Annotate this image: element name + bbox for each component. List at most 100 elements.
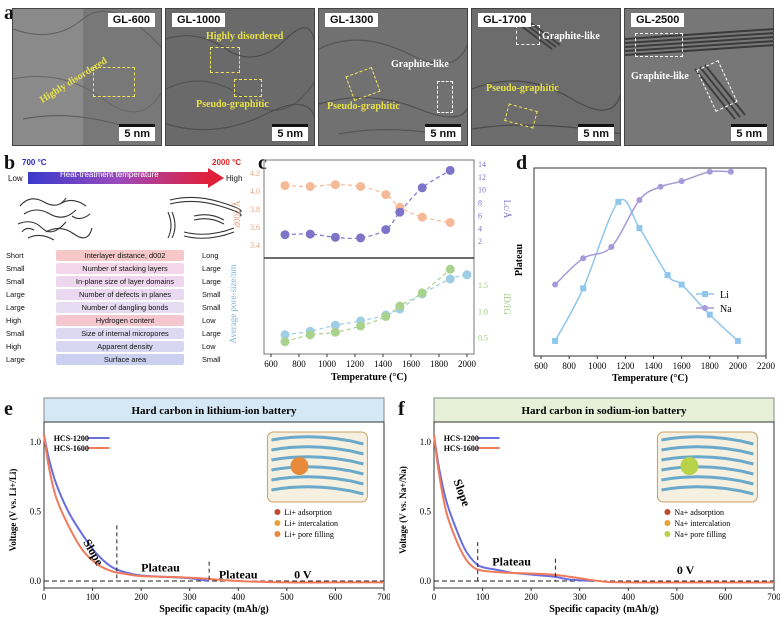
data-point xyxy=(462,270,472,280)
x-axis-label: Temperature (°C) xyxy=(331,372,407,383)
tem-title: GL-1300 xyxy=(325,13,379,27)
high-value: Small xyxy=(202,303,221,312)
structure-illustration xyxy=(656,431,758,503)
x-tick-label: 1000 xyxy=(318,359,337,369)
data-point-d002 xyxy=(381,190,391,200)
y-tick-label: 1.0 xyxy=(420,437,432,447)
tem-image-gl1000: GL-1000 Highly disordered Pseudo-graphit… xyxy=(165,8,315,146)
series-line-HCS-1600 xyxy=(43,434,384,584)
property-row: High Apparent density Low xyxy=(6,341,252,354)
property-row: High Hydrogen content Low xyxy=(6,315,252,328)
data-point-Lc xyxy=(280,230,290,240)
panel-label-a: a xyxy=(4,2,14,24)
x-tick-label: 1600 xyxy=(402,359,421,369)
highlight-box xyxy=(516,25,540,45)
property-bar xyxy=(56,263,184,274)
property-name: Number of stacking layers xyxy=(82,264,168,273)
panel-label-b: b xyxy=(4,152,16,174)
graphene-layer xyxy=(271,455,364,466)
y-tick-label: 0.0 xyxy=(30,576,42,586)
low-value: Large xyxy=(6,355,25,364)
series-line-Li xyxy=(554,198,739,342)
x-tick-label: 1800 xyxy=(701,361,720,371)
property-name: Hydrogen content xyxy=(95,316,155,325)
property-name: Apparent density xyxy=(97,342,153,351)
tem-annotation: Graphite-like xyxy=(391,59,449,70)
tem-annotation: Highly disordered xyxy=(206,31,284,42)
legend-dot-label: Li+ pore filling xyxy=(284,530,333,539)
series-line xyxy=(284,274,468,336)
low-value: High xyxy=(6,342,22,351)
x-tick-label: 300 xyxy=(573,592,587,602)
y-right-tick-label: 0.5 xyxy=(478,334,488,343)
y-left-tick-label: 4.0 xyxy=(250,187,260,196)
x-tick-label: 2000 xyxy=(458,359,477,369)
y-right-tick-label: 1.5 xyxy=(478,281,488,290)
high-value: Long xyxy=(202,251,219,260)
data-point xyxy=(445,264,455,274)
x-tick-label: 1400 xyxy=(374,359,393,369)
annotation-zero-volt: 0 V xyxy=(677,563,695,577)
x-axis-label: Temperature (°C) xyxy=(612,373,688,384)
series-line-Lc xyxy=(284,169,451,240)
data-point xyxy=(330,327,340,337)
x-tick-label: 2000 xyxy=(729,361,748,371)
low-value: Small xyxy=(6,277,25,286)
data-point xyxy=(280,330,290,340)
plot-frame xyxy=(533,167,767,357)
legend-dot xyxy=(274,509,281,515)
y-right-tick-label: 10 xyxy=(478,186,486,195)
data-point-Li xyxy=(636,225,643,232)
y-tick-label: 0.5 xyxy=(30,506,42,516)
highlight-box xyxy=(234,79,262,97)
panel-label-c: c xyxy=(258,152,267,174)
x-tick-label: 1200 xyxy=(346,359,365,369)
highlight-box xyxy=(437,81,453,113)
high-value: Small xyxy=(202,290,221,299)
x-tick-label: 600 xyxy=(329,592,343,602)
y-left-axis-label: Average pore-size/nm xyxy=(228,264,238,343)
graphene-layer xyxy=(661,455,754,466)
property-bar xyxy=(56,354,184,365)
x-tick-label: 700 xyxy=(767,592,780,602)
panel-label-f: f xyxy=(398,398,405,420)
legend-label: HCS-1600 xyxy=(54,444,89,453)
high-value: Low xyxy=(202,316,216,325)
property-row: Small Size of internal micropores Large xyxy=(6,328,252,341)
data-point-Lc xyxy=(305,229,315,239)
series-line-HCS-1200 xyxy=(43,434,210,583)
chart-d: 600 800 1000 1200 1400 1600 1800 2000 2200 Temper… xyxy=(514,167,776,384)
arrow-low-label: Low xyxy=(8,174,23,183)
y-tick-label: 1.0 xyxy=(30,437,42,447)
property-row: Large Surface area Small xyxy=(6,354,252,367)
annotation-plateau-2: Plateau xyxy=(219,567,258,581)
y-left-tick-label: 4.2 xyxy=(250,169,260,178)
graphene-layer xyxy=(661,475,754,486)
y-right-axis-label: Lc/Å xyxy=(502,200,512,219)
x-tick-label: 600 xyxy=(719,592,733,602)
scale-bar: 5 nm xyxy=(119,124,155,141)
legend-dot-label: Li+ adsorption xyxy=(284,508,331,517)
annotation-plateau: Plateau xyxy=(492,555,531,569)
property-row: Small In-plane size of layer domains Large xyxy=(6,276,252,289)
annotation-zero-volt: 0 V xyxy=(294,567,312,581)
x-tick-label: 400 xyxy=(232,592,246,602)
property-row: Short Interlayer distance, d002 Long xyxy=(6,250,252,263)
tem-title: GL-1700 xyxy=(478,13,532,27)
graphene-layer xyxy=(271,445,364,456)
data-point-Lc xyxy=(356,233,366,243)
ordered-structure-sketch xyxy=(167,196,242,239)
graphene-layer xyxy=(661,485,754,496)
legend-dot-label: Li+ intercalation xyxy=(284,519,338,528)
y-left-tick-label: 3.4 xyxy=(250,241,260,250)
scale-bar: 5 nm xyxy=(425,124,461,141)
structure-illustration xyxy=(266,431,368,503)
data-point-d002 xyxy=(445,218,455,227)
data-point-Na xyxy=(552,281,559,288)
x-tick-label: 300 xyxy=(183,592,197,602)
graphene-layer xyxy=(271,475,364,486)
x-tick-label: 600 xyxy=(534,361,548,371)
chart-title-banner xyxy=(433,397,775,423)
data-point xyxy=(305,330,315,340)
y-right-tick-label: 4 xyxy=(478,224,482,233)
